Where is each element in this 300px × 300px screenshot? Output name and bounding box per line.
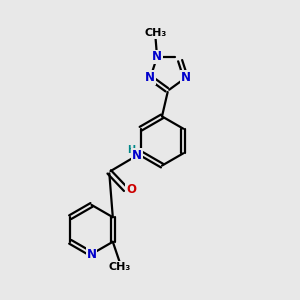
Text: CH₃: CH₃ — [108, 262, 130, 272]
Text: O: O — [126, 183, 136, 196]
Text: CH₃: CH₃ — [144, 28, 167, 38]
Text: N: N — [86, 248, 97, 261]
Text: H: H — [127, 145, 135, 155]
Text: N: N — [181, 71, 191, 84]
Text: N: N — [152, 50, 162, 64]
Text: N: N — [132, 149, 142, 162]
Text: N: N — [145, 71, 155, 84]
